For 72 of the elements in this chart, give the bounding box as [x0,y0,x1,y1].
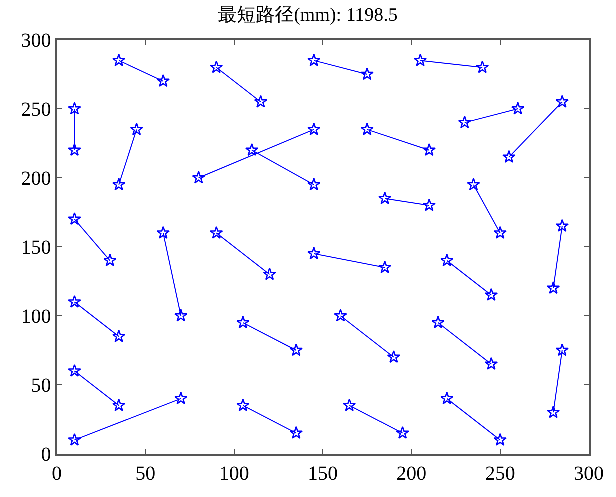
point [112,54,126,66]
point [192,171,206,184]
point [112,178,126,191]
point [476,60,490,74]
point [396,426,410,440]
point [432,316,445,329]
x-tick-label: 100 [219,462,250,485]
point [546,281,560,294]
y-tick-label: 100 [21,306,52,328]
point [104,254,117,267]
point [130,122,144,136]
point [112,330,126,342]
point [210,60,224,74]
y-tick-label: 250 [21,99,52,121]
y-tick-label: 0 [41,444,52,466]
point [174,392,188,405]
point [484,357,498,370]
point [502,150,516,164]
point [494,433,507,446]
point [387,350,401,364]
point [68,212,82,226]
point [467,178,480,191]
point [422,143,436,156]
point [546,406,560,418]
point [307,178,321,191]
point [290,426,304,440]
point [307,122,321,136]
point [210,226,224,239]
point [556,344,570,356]
point [307,54,321,66]
y-tick-label: 200 [21,168,52,190]
point [236,316,250,329]
point [156,74,170,88]
point [556,219,570,232]
point [342,398,356,412]
point [458,116,472,129]
point [556,95,570,108]
point [484,288,498,302]
point [511,102,525,115]
point [360,122,374,136]
point [360,68,374,80]
y-tick-label: 150 [21,237,52,259]
point [494,226,507,239]
point [254,95,268,108]
point [112,398,126,412]
point [440,254,454,267]
point [245,143,259,156]
x-tick-label: 250 [485,462,516,485]
point [378,260,392,274]
point [68,102,82,115]
chart-title: 最短路径(mm): 1198.5 [218,4,398,26]
point [68,143,82,156]
point [174,309,188,322]
point [307,246,321,260]
x-tick-label: 200 [396,462,427,485]
point [68,433,82,446]
point [414,54,428,66]
point [263,268,276,280]
x-tick-label: 50 [136,462,156,485]
point [290,344,304,356]
point [68,295,82,308]
point [440,392,454,405]
point [422,198,436,212]
y-tick-label: 50 [31,375,52,397]
x-tick-label: 150 [308,462,338,485]
point [334,309,348,322]
point [378,192,392,204]
point [236,398,250,412]
x-tick-label: 300 [574,462,604,485]
y-tick-label: 300 [21,30,52,52]
point [156,226,170,239]
point [68,364,82,377]
